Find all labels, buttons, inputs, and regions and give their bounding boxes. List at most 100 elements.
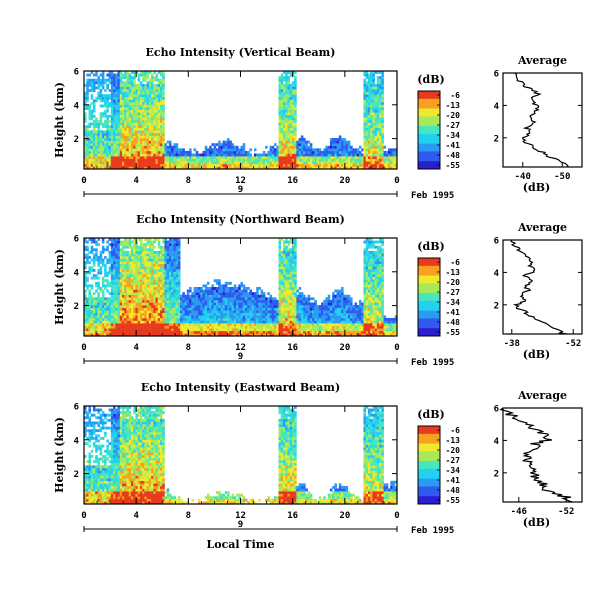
heatmap-cell: [363, 73, 366, 77]
heatmap-cell: [104, 268, 107, 272]
heatmap-cell: [215, 158, 219, 162]
heatmap-cell: [227, 287, 230, 290]
heatmap-cell: [271, 328, 275, 332]
heatmap-cell: [86, 73, 89, 77]
heatmap-cell: [177, 281, 181, 285]
heatmap-cell: [303, 140, 306, 144]
heatmap-cell: [227, 305, 230, 308]
heatmap-cell: [213, 297, 217, 301]
heatmap-cell: [200, 158, 203, 162]
heatmap-cell: [155, 320, 159, 324]
heatmap-cell: [130, 256, 134, 259]
heatmap-cell: [265, 161, 268, 165]
heatmap-cell: [202, 161, 206, 165]
heatmap-cell: [142, 132, 145, 136]
heatmap-cell: [206, 153, 210, 157]
heatmap-cell: [347, 156, 351, 159]
heatmap-cell: [128, 89, 132, 92]
heatmap-cell: [119, 248, 123, 252]
heatmap-cell: [222, 310, 226, 314]
heatmap-cell: [92, 166, 96, 170]
heatmap-cell: [139, 287, 143, 290]
heatmap-cell: [242, 328, 246, 332]
heatmap-cell: [385, 150, 389, 154]
heatmap-cell: [291, 143, 295, 147]
heatmap-cell: [101, 150, 105, 154]
heatmap-cell: [363, 78, 366, 82]
heatmap-cell: [144, 243, 147, 247]
heatmap-cell: [90, 294, 94, 298]
heatmap-cell: [238, 150, 241, 154]
heatmap-cell: [175, 323, 179, 326]
heatmap-cell: [101, 294, 105, 298]
heatmap-cell: [289, 109, 293, 113]
heatmap-cell: [236, 328, 239, 332]
heatmap-cell: [92, 292, 96, 296]
heatmap-cell: [119, 315, 123, 319]
heatmap-cell: [381, 148, 384, 152]
heatmap-cell: [142, 274, 145, 277]
heatmap-cell: [258, 325, 261, 329]
heatmap-cell: [233, 287, 237, 290]
heatmap-cell: [224, 330, 228, 334]
heatmap-cell: [148, 305, 152, 308]
heatmap-cell: [186, 294, 190, 298]
heatmap-cell: [155, 284, 159, 288]
heatmap-cell: [191, 328, 194, 332]
heatmap-cell: [148, 158, 152, 162]
heatmap-cell: [238, 153, 241, 157]
heatmap-cell: [90, 114, 94, 118]
heatmap-cell: [175, 302, 179, 306]
heatmap-cell: [247, 323, 250, 326]
heatmap-cell: [97, 302, 100, 306]
heatmap-cell: [139, 130, 143, 134]
heatmap-cell: [282, 71, 286, 74]
heatmap-cell: [90, 266, 94, 270]
heatmap-cell: [303, 138, 306, 141]
heatmap-cell: [262, 150, 266, 154]
heatmap-cell: [314, 158, 317, 162]
heatmap-cell: [119, 253, 123, 257]
heatmap-cell: [379, 153, 382, 157]
heatmap-cell: [171, 328, 174, 332]
heatmap-cell: [133, 135, 136, 139]
heatmap-cell: [142, 148, 145, 152]
heatmap-cell: [312, 150, 315, 154]
heatmap-cell: [108, 323, 112, 326]
heatmap-cell: [296, 163, 299, 167]
heatmap-cell: [370, 132, 373, 136]
heatmap-cell: [104, 307, 107, 311]
heatmap-cell: [155, 317, 159, 321]
heatmap-cell: [244, 312, 248, 316]
heatmap-cell: [289, 86, 293, 90]
heatmap-cell: [146, 120, 150, 123]
heatmap-cell: [343, 143, 346, 147]
heatmap-cell: [238, 302, 241, 306]
heatmap-cell: [135, 153, 138, 157]
heatmap-cell: [135, 109, 138, 113]
heatmap-cell: [289, 138, 293, 141]
heatmap-cell: [168, 279, 172, 283]
heatmap-cell: [332, 150, 335, 154]
heatmap-cell: [202, 289, 206, 293]
heatmap-cell: [314, 161, 317, 165]
heatmap-cell: [135, 310, 138, 314]
heatmap-cell: [307, 150, 311, 154]
heatmap-cell: [224, 158, 228, 162]
heatmap-cell: [128, 310, 132, 314]
colorbar-segment: [418, 96, 440, 100]
heatmap-cell: [124, 99, 127, 103]
heatmap-cell: [130, 99, 134, 103]
heatmap-cell: [325, 166, 328, 170]
heatmap-cell: [247, 287, 250, 290]
heatmap-cell: [122, 279, 125, 283]
heatmap-cell: [182, 299, 185, 303]
colorbar-segment: [418, 155, 440, 158]
heatmap-cell: [119, 112, 123, 116]
heatmap-cell: [90, 112, 94, 116]
heatmap-cell: [327, 163, 331, 167]
heatmap-cell: [354, 156, 358, 159]
heatmap-cell: [92, 145, 96, 149]
heatmap-cell: [128, 258, 132, 262]
heatmap-cell: [92, 276, 96, 280]
